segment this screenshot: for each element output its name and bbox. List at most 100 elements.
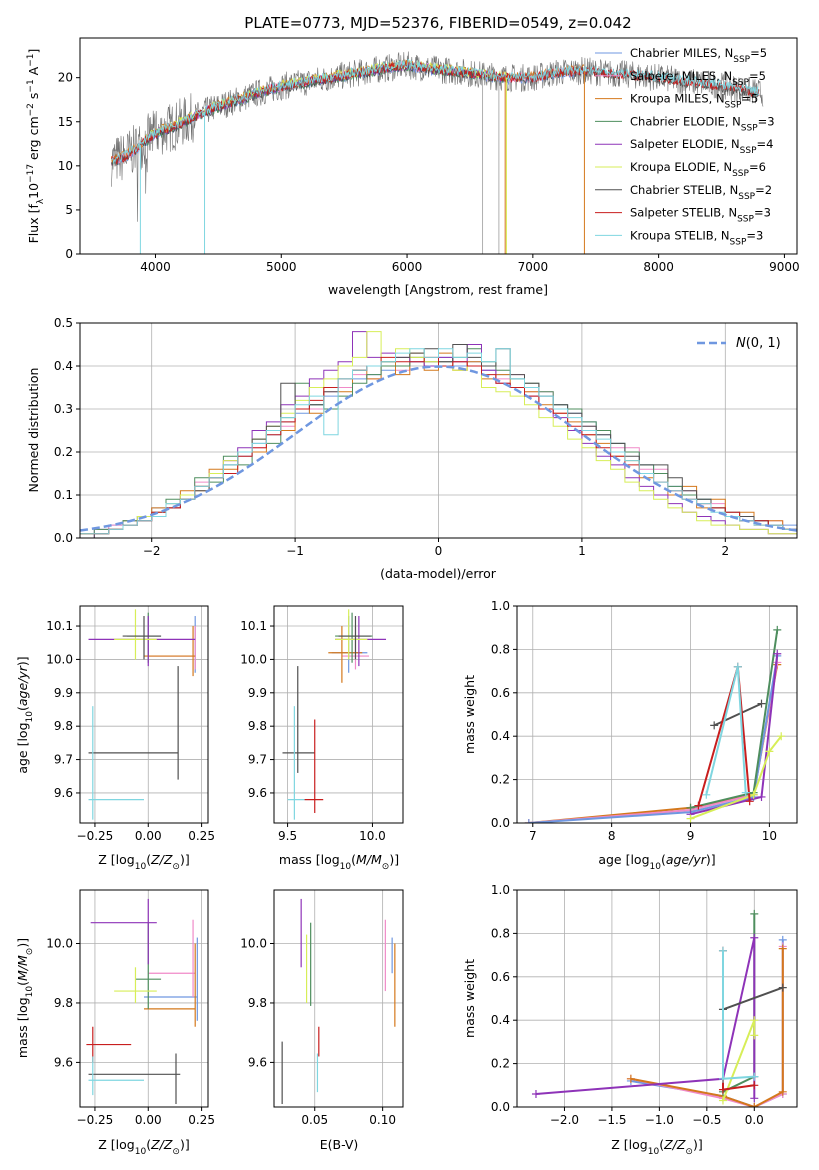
series-marker	[777, 732, 786, 741]
x-tick-label: 7000	[518, 260, 549, 274]
series-marker	[749, 790, 758, 799]
x-tick-label: 8000	[643, 260, 674, 274]
y-tick-label: 0.1	[54, 488, 73, 502]
y-axis-label: Flux [fλ10−17 erg cm−2 s−1 A−1]	[26, 49, 46, 244]
error-bar	[338, 616, 371, 660]
label-part: =5	[749, 69, 766, 83]
y-tick-label: 0.2	[54, 445, 73, 459]
label-part: −17	[26, 164, 36, 183]
label-part: (	[659, 1137, 664, 1152]
y-tick-label: 0.0	[491, 816, 510, 830]
series-marker	[750, 1081, 759, 1090]
model-line	[111, 58, 760, 165]
label-part: N	[736, 336, 746, 351]
y-tick-label: 20	[58, 71, 73, 85]
series-marker	[718, 1074, 727, 1083]
label-part: −1	[26, 54, 36, 67]
x-tick-label: −2	[143, 544, 161, 558]
y-tick-label: 9.6	[54, 1055, 73, 1069]
error-bar	[282, 666, 315, 773]
x-tick-label: 7	[529, 829, 537, 843]
error-bar	[144, 626, 196, 677]
error-bar	[90, 898, 157, 965]
histogram-series	[80, 348, 797, 538]
chart-residuals: −2 −1 0 1 2 0.0 0.1 0.2 0.3 0.4 0.5 N(0, 1) (data-mo…	[26, 316, 798, 581]
x-tick-label: −0.25	[77, 1113, 114, 1127]
x-tick-label: 4000	[140, 260, 171, 274]
series-marker	[710, 721, 719, 730]
y-tick-label: 0.3	[54, 402, 73, 416]
series-marker	[773, 625, 782, 634]
y-tick-label: 1.0	[491, 883, 510, 897]
label-part: Chabrier STELIB, N	[630, 183, 738, 197]
y-tick-label: 0.0	[491, 1100, 510, 1114]
x-tick-label: 9.5	[278, 829, 297, 843]
legend-entry: N(0, 1)	[736, 336, 781, 351]
label-part: =5	[750, 46, 767, 60]
label-part: age/yr	[15, 665, 30, 706]
x-tick-label: −2.0	[550, 1113, 579, 1127]
label-part: ⊙	[172, 862, 180, 872]
label-part: SSP	[741, 123, 758, 133]
x-tick-label: 5000	[266, 260, 297, 274]
x-tick-label: 1	[578, 544, 586, 558]
error-bar	[328, 626, 363, 683]
x-axis-label: age [log10(age/yr)]	[598, 852, 715, 872]
y-axis-label: mass weight	[462, 959, 477, 1038]
series-line	[528, 655, 779, 823]
label-part: Salpeter ELODIE, N	[630, 137, 740, 151]
y-tick-label: 0.6	[491, 686, 510, 700]
legend-entry: Chabrier ELODIE, NSSP=3	[630, 114, 775, 133]
y-tick-label: 0.2	[491, 773, 510, 787]
legend-entry: Chabrier STELIB, NSSP=2	[630, 183, 772, 202]
series-marker	[626, 1074, 635, 1083]
label-part: A	[26, 66, 41, 79]
y-tick-label: 1.0	[491, 599, 510, 613]
label-part: age [log	[598, 852, 649, 867]
label-part: M/M	[15, 955, 30, 981]
series-marker	[778, 983, 787, 992]
plot-area	[531, 909, 787, 1107]
series-marker	[718, 946, 727, 955]
x-axis-label: Z [log10(Z/Z⊙)]	[611, 1137, 702, 1157]
y-tick-label: 0.2	[491, 1057, 510, 1071]
error-bar	[114, 609, 157, 660]
label-part: Z [log	[98, 1137, 134, 1152]
label-part: Kroupa MILES, N	[630, 92, 725, 106]
label-part: SSP	[740, 146, 757, 156]
chart-mass_vs_ebv: 0.05 0.10 9.6 9.8 10.0 E(B-V)	[240, 889, 404, 1152]
chart-mass_vs_Z: −0.25 0.00 0.259.69.810.0Z [log10(Z/Z⊙)]ma…	[15, 889, 215, 1157]
label-part: 10	[25, 711, 35, 723]
label-part: ]	[26, 49, 41, 54]
label-part: −1	[26, 79, 36, 92]
series-marker	[757, 792, 766, 801]
label-part: Kroupa ELODIE, N	[630, 160, 732, 174]
y-axis-label: mass weight	[462, 675, 477, 754]
x-axis-label: Z [log10(Z/Z⊙)]	[98, 852, 189, 872]
error-bar	[148, 626, 196, 670]
y-tick-label: 9.8	[54, 719, 73, 733]
y-tick-label: 10.0	[240, 652, 267, 666]
label-part: SSP	[738, 192, 755, 202]
error-bar	[148, 919, 196, 998]
error-bar	[304, 719, 324, 813]
axes-frame	[516, 605, 798, 824]
y-tick-label: 9.6	[248, 1055, 267, 1069]
series-marker	[694, 801, 703, 810]
error-bar	[144, 943, 196, 1027]
error-bar	[88, 706, 144, 820]
x-tick-label: 10	[762, 829, 777, 843]
label-part: )]	[15, 656, 30, 666]
y-tick-label: 0	[65, 247, 73, 261]
series-marker	[750, 1031, 759, 1040]
error-bar	[335, 609, 368, 660]
plot-area	[88, 609, 196, 820]
label-part: (	[15, 706, 30, 711]
axes-frame	[273, 889, 404, 1108]
chart-mass_weight_vs_Z: −2.0 −1.5 −1.0 −0.5 0.0 0.0 0.2 0.4 0.6 0.8 1.0 Z […	[462, 883, 798, 1157]
series-marker	[702, 790, 711, 799]
x-tick-label: 0.00	[135, 1113, 162, 1127]
label-part: Z [log	[98, 852, 134, 867]
legend-entry: Kroupa STELIB, NSSP=3	[630, 228, 763, 247]
plot-area	[86, 898, 198, 1105]
